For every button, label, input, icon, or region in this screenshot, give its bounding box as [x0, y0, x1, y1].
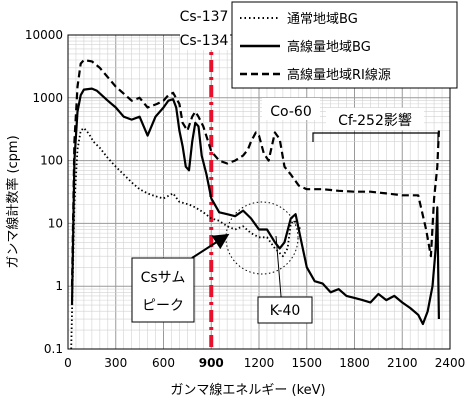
annotation-k40: K-40 [270, 303, 301, 319]
x-tick-labels: 0 300 600 900 1200 1500 1800 2100 2400 [64, 356, 465, 370]
annotation-sum-peak-line2: ピーク [142, 298, 184, 314]
x-tick-label: 1500 [291, 356, 322, 370]
k40-label-box [257, 296, 313, 324]
co60-label-bg [262, 98, 320, 120]
y-tick-label: 10000 [25, 28, 63, 42]
y-tick-label: 0.1 [44, 342, 63, 356]
legend: 通常地域BG 高線量地域BG 高線量地域RI線源 [231, 1, 458, 89]
x-tick-label: 600 [152, 356, 175, 370]
annotation-sum-peak-line1: Csサム [141, 270, 186, 286]
x-tick-label: 0 [64, 356, 72, 370]
x-tick-label: 1200 [244, 356, 275, 370]
y-axis-title: ガンマ線計数率 (cpm) [5, 135, 21, 268]
sum-peak-arrow [191, 233, 230, 259]
y-tick-label: 100 [40, 154, 63, 168]
series-layer [70, 58, 440, 350]
y-tick-label: 1 [55, 279, 63, 293]
grid [67, 35, 451, 350]
series-line-solid [70, 87, 440, 326]
x-tick-label: 2100 [387, 356, 418, 370]
series-line-dashed [70, 58, 440, 287]
x-tick-label: 2400 [435, 356, 466, 370]
y-tick-labels: 0.1 1 10 100 1000 10000 [25, 28, 63, 356]
annotation-co60: Co-60 [270, 104, 311, 120]
legend-label-high: 高線量地域BG [287, 39, 371, 55]
legend-label-normal: 通常地域BG [287, 12, 358, 27]
annotation-cf252: Cf-252影響 [338, 112, 412, 129]
x-tick-label: 300 [104, 356, 127, 370]
cf252-label-bg [326, 108, 424, 130]
annotation-cs134: Cs-134 [180, 33, 229, 49]
y-tick-label: 10 [48, 216, 63, 230]
x-tick-label: 1800 [339, 356, 370, 370]
cs-label-bg [180, 6, 230, 50]
legend-label-ri: 高線量地域RI線源 [287, 67, 391, 83]
y-tick-label: 1000 [32, 91, 63, 105]
annotation-cs137: Cs-137 [180, 9, 229, 25]
sum-peak-circle [225, 201, 299, 275]
x-tick-label: 900 [199, 356, 224, 370]
x-axis-title: ガンマ線エネルギー (keV) [170, 382, 325, 398]
sum-peak-label-box [131, 257, 195, 323]
cf252-bracket [312, 132, 439, 142]
k40-pointer [275, 235, 283, 309]
